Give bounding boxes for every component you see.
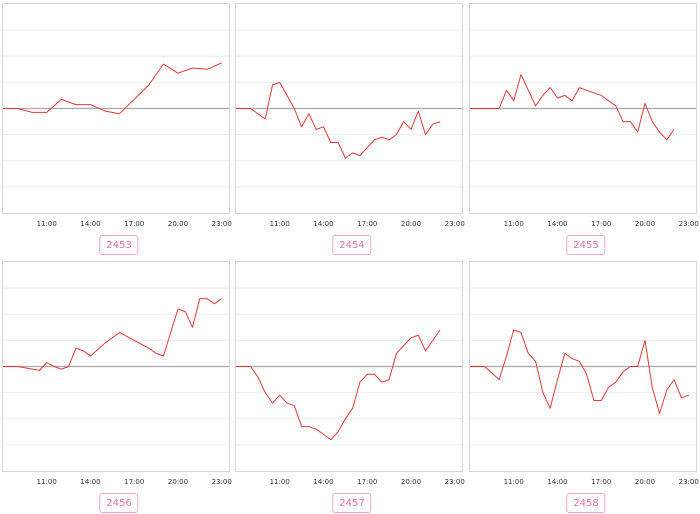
x-tick-label: 17:00 <box>124 220 144 228</box>
x-tick-label: 23:00 <box>445 478 465 486</box>
chart-panel-2457: 11:00 14:00 17:00 20:00 23:00 2457 <box>235 261 465 513</box>
x-tick-label: 14:00 <box>313 220 333 228</box>
x-tick-label: 20:00 <box>635 220 655 228</box>
x-tick-label: 14:00 <box>547 220 567 228</box>
x-tick-label: 17:00 <box>357 220 377 228</box>
x-tick-label: 11:00 <box>504 478 524 486</box>
x-tick-label: 23:00 <box>679 478 699 486</box>
chart-panel-2458: 11:00 14:00 17:00 20:00 23:00 2458 <box>469 261 699 513</box>
x-tick-label: 11:00 <box>270 478 290 486</box>
chart-id-badge[interactable]: 2453 <box>99 235 139 255</box>
chart-id-badge[interactable]: 2455 <box>566 235 606 255</box>
series-line <box>470 74 675 141</box>
x-tick-label: 11:00 <box>504 220 524 228</box>
series-line <box>3 298 222 371</box>
series-line <box>470 329 689 414</box>
chart-id-badge[interactable]: 2458 <box>566 493 606 513</box>
chart-id-badge[interactable]: 2456 <box>99 493 139 513</box>
x-tick-label: 17:00 <box>591 220 611 228</box>
series-line <box>236 329 441 441</box>
x-tick-label: 14:00 <box>313 478 333 486</box>
chart-svg: 11:00 14:00 17:00 20:00 23:00 <box>236 29 465 228</box>
x-tick-label: 17:00 <box>357 478 377 486</box>
chart-svg: 11:00 14:00 17:00 20:00 23:00 <box>3 29 232 228</box>
x-tick-label: 23:00 <box>445 220 465 228</box>
x-tick-label: 20:00 <box>635 478 655 486</box>
x-tick-label: 23:00 <box>212 478 232 486</box>
x-tick-label: 17:00 <box>591 478 611 486</box>
chart-svg: 11:00 14:00 17:00 20:00 23:00 <box>470 287 699 486</box>
x-tick-label: 11:00 <box>37 220 57 228</box>
chart-panel-2453: 11:00 14:00 17:00 20:00 23:00 2453 <box>2 3 232 255</box>
x-tick-label: 20:00 <box>168 220 188 228</box>
chart-id-badge[interactable]: 2454 <box>332 235 372 255</box>
chart-id-badge[interactable]: 2457 <box>332 493 372 513</box>
x-tick-label: 11:00 <box>37 478 57 486</box>
chart-svg: 11:00 14:00 17:00 20:00 23:00 <box>470 29 699 228</box>
x-tick-label: 14:00 <box>80 220 100 228</box>
chart-svg: 11:00 14:00 17:00 20:00 23:00 <box>3 287 232 486</box>
series-line <box>3 62 222 115</box>
x-tick-label: 11:00 <box>270 220 290 228</box>
x-tick-label: 23:00 <box>679 220 699 228</box>
x-tick-label: 14:00 <box>547 478 567 486</box>
x-tick-label: 14:00 <box>80 478 100 486</box>
x-tick-label: 20:00 <box>401 220 421 228</box>
chart-panel-2455: 11:00 14:00 17:00 20:00 23:00 2455 <box>469 3 699 255</box>
chart-panel-2456: 11:00 14:00 17:00 20:00 23:00 2456 <box>2 261 232 513</box>
chart-panel-2454: 11:00 14:00 17:00 20:00 23:00 2454 <box>235 3 465 255</box>
x-tick-label: 17:00 <box>124 478 144 486</box>
series-line <box>236 81 441 159</box>
x-tick-label: 20:00 <box>401 478 421 486</box>
chart-svg: 11:00 14:00 17:00 20:00 23:00 <box>236 287 465 486</box>
x-tick-label: 23:00 <box>212 220 232 228</box>
x-tick-label: 20:00 <box>168 478 188 486</box>
